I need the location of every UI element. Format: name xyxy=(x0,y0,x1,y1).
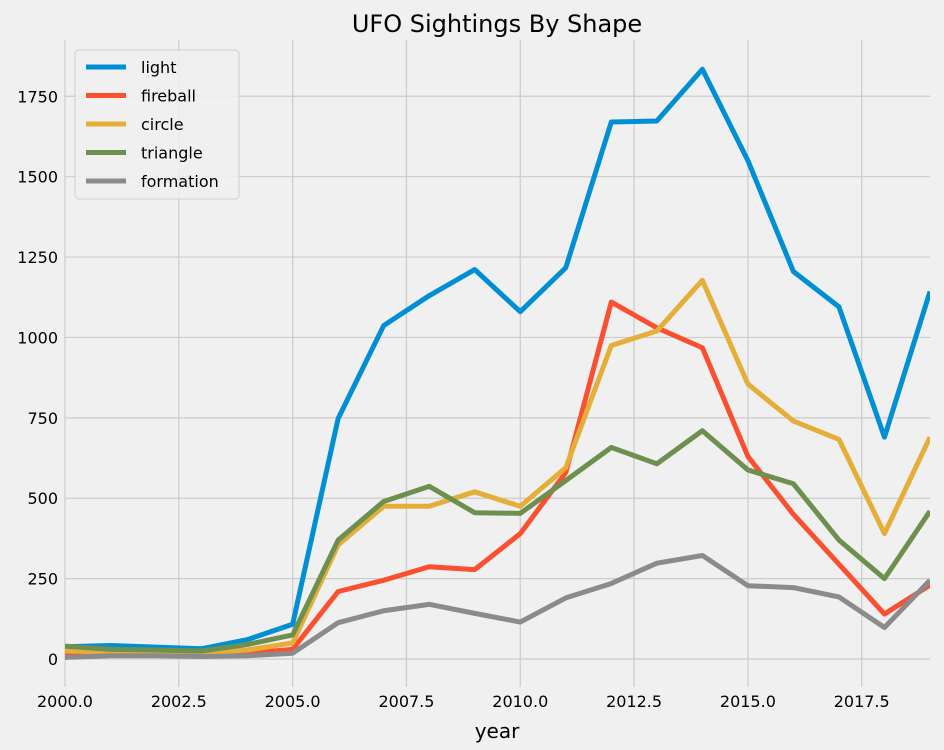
legend-label: triangle xyxy=(141,144,203,163)
x-tick-label: 2017.5 xyxy=(834,692,890,711)
legend-label: formation xyxy=(141,172,219,191)
x-tick-label: 2005.0 xyxy=(265,692,321,711)
y-tick-label: 1750 xyxy=(17,87,58,106)
y-tick-label: 1500 xyxy=(17,168,58,187)
x-tick-label: 2000.0 xyxy=(37,692,93,711)
x-tick-label: 2007.5 xyxy=(378,692,434,711)
x-axis-label: year xyxy=(475,719,520,743)
series-line-circle xyxy=(65,277,930,656)
series-line-triangle xyxy=(65,428,930,654)
x-tick-label: 2002.5 xyxy=(151,692,207,711)
legend-label: fireball xyxy=(141,87,196,106)
y-tick-label: 250 xyxy=(27,570,58,589)
x-tick-label: 2015.0 xyxy=(720,692,776,711)
y-tick-label: 1250 xyxy=(17,248,58,267)
legend-label: circle xyxy=(141,115,184,134)
y-tick-label: 0 xyxy=(48,650,58,669)
chart-title: UFO Sightings By Shape xyxy=(352,10,642,38)
x-tick-label: 2012.5 xyxy=(606,692,662,711)
series-lines xyxy=(65,66,930,660)
y-tick-label: 750 xyxy=(27,409,58,428)
legend: light fireball circle triangle formation xyxy=(74,49,240,200)
tick-labels: 2000.0 2002.5 2005.0 2007.5 2010.0 2012.5 2015… xyxy=(17,87,889,711)
y-tick-label: 500 xyxy=(27,489,58,508)
y-tick-label: 1000 xyxy=(17,328,58,347)
series-line-light xyxy=(65,66,930,652)
x-tick-label: 2010.0 xyxy=(492,692,548,711)
legend-box xyxy=(74,49,240,200)
series-line-formation xyxy=(65,552,930,660)
legend-label: light xyxy=(141,58,176,77)
